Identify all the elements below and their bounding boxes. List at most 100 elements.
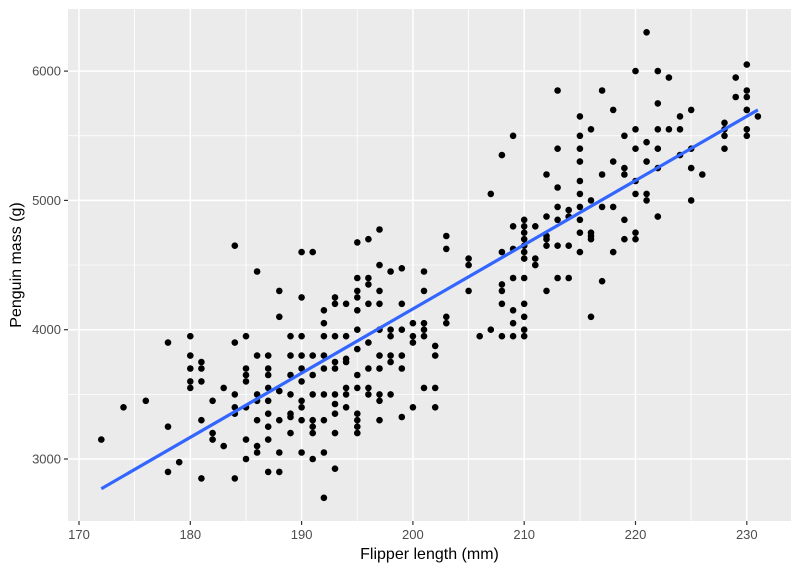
data-point <box>743 126 751 133</box>
data-point <box>732 93 739 101</box>
data-point <box>354 345 361 353</box>
data-point <box>309 455 317 463</box>
data-point <box>398 365 406 372</box>
data-point <box>609 106 617 114</box>
data-point <box>520 274 528 282</box>
data-point <box>298 352 305 359</box>
data-point <box>320 319 328 327</box>
data-point <box>365 235 372 243</box>
y-axis-title: Penguin mass (g) <box>8 202 25 327</box>
data-point <box>354 239 361 246</box>
data-point <box>175 458 183 466</box>
data-point <box>331 332 339 340</box>
data-point <box>543 287 550 295</box>
data-point <box>387 352 394 359</box>
data-point <box>565 274 572 282</box>
x-tick-label: 230 <box>736 527 758 542</box>
data-point <box>354 384 361 392</box>
data-point <box>231 242 239 249</box>
y-tick-label: 3000 <box>32 452 61 467</box>
data-point <box>409 339 417 346</box>
data-point <box>320 416 328 424</box>
data-point <box>509 132 517 140</box>
data-point <box>376 352 383 359</box>
data-point <box>654 67 662 75</box>
data-point <box>587 126 595 133</box>
data-point <box>431 384 439 392</box>
data-point <box>253 449 261 456</box>
data-point <box>754 113 762 120</box>
data-point <box>643 29 650 36</box>
data-point <box>276 387 283 395</box>
data-point <box>420 268 428 275</box>
trend-line <box>100 108 759 491</box>
data-point <box>498 151 506 159</box>
data-point <box>320 449 328 456</box>
data-point <box>365 339 372 346</box>
data-point <box>198 416 205 424</box>
data-point <box>264 384 272 392</box>
data-point <box>621 235 628 243</box>
data-point <box>164 423 172 431</box>
data-point <box>398 265 406 272</box>
data-point <box>354 416 361 424</box>
data-point <box>220 442 227 450</box>
data-point <box>520 300 528 308</box>
x-tick-label: 210 <box>513 527 535 542</box>
data-point <box>632 229 639 236</box>
data-point <box>198 358 205 366</box>
data-point <box>520 313 528 321</box>
data-point <box>331 410 339 418</box>
data-point <box>621 171 628 178</box>
data-point <box>331 391 339 398</box>
data-point <box>242 455 250 463</box>
data-point <box>376 287 383 295</box>
data-point <box>365 300 372 308</box>
data-point <box>420 384 428 392</box>
data-point <box>632 126 639 133</box>
data-point <box>298 378 305 385</box>
data-points <box>98 29 762 502</box>
data-point <box>354 294 361 301</box>
data-point <box>309 352 317 359</box>
data-point <box>253 268 261 275</box>
data-point <box>498 332 506 340</box>
data-point <box>676 126 684 133</box>
data-point <box>253 442 261 450</box>
data-point <box>699 171 706 178</box>
data-point <box>487 190 495 198</box>
data-point <box>420 287 428 295</box>
data-point <box>164 339 172 346</box>
data-point <box>476 332 484 340</box>
data-point <box>532 261 539 269</box>
data-point <box>721 145 728 152</box>
x-tick-label: 170 <box>68 527 90 542</box>
data-point <box>509 307 517 314</box>
data-point <box>387 358 394 366</box>
data-point <box>632 67 639 75</box>
data-point <box>443 313 450 321</box>
data-point <box>276 313 283 321</box>
data-point <box>743 106 751 114</box>
data-point <box>520 229 528 236</box>
data-point <box>520 235 528 243</box>
data-point <box>354 307 361 314</box>
data-point <box>431 352 439 359</box>
data-point <box>498 281 506 288</box>
data-point <box>621 164 628 172</box>
data-point <box>253 416 261 424</box>
data-point <box>309 416 317 424</box>
data-point <box>654 100 662 107</box>
data-point <box>509 332 517 340</box>
data-point <box>309 423 317 431</box>
data-point <box>331 300 339 308</box>
data-point <box>187 365 194 372</box>
data-point <box>443 245 450 253</box>
data-point <box>376 365 383 372</box>
data-point <box>376 226 383 233</box>
data-point <box>743 93 751 101</box>
data-point <box>509 319 517 327</box>
data-point <box>509 274 517 282</box>
data-point <box>187 384 194 392</box>
x-tick-label: 200 <box>402 527 424 542</box>
